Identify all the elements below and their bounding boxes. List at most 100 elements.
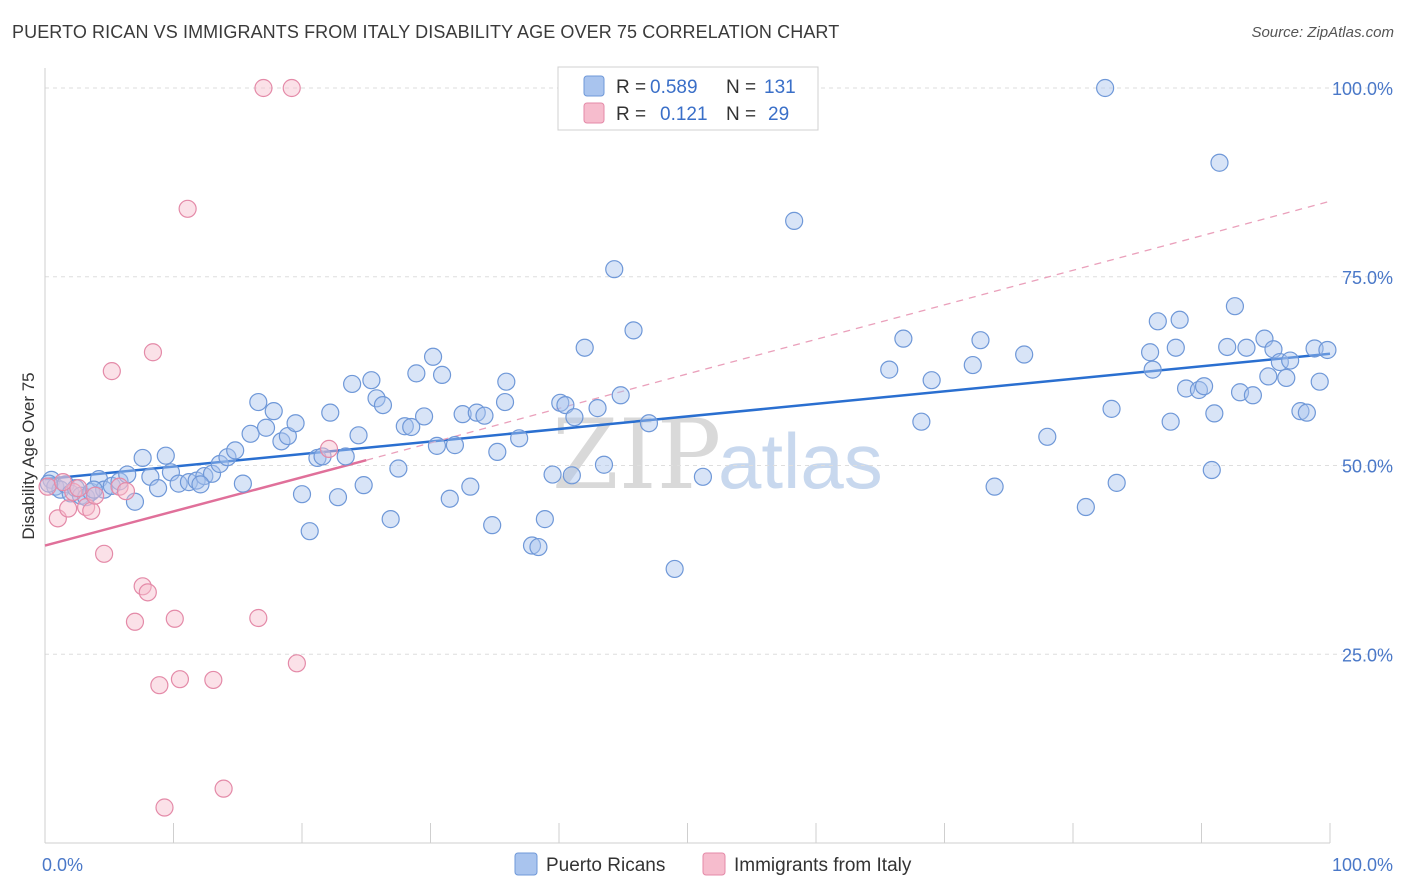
puerto-rican-point	[286, 414, 305, 433]
puerto-rican-point	[497, 372, 516, 391]
puerto-rican-point	[922, 371, 941, 390]
puerto-rican-point	[373, 396, 393, 415]
puerto-rican-point	[1148, 312, 1167, 331]
y-tick-label: 50.0%	[1342, 457, 1393, 477]
italy-trend-extension	[366, 200, 1331, 461]
puerto-rican-point	[1166, 338, 1185, 357]
puerto-rican-point	[343, 374, 362, 394]
puerto-rican-point	[1170, 310, 1189, 329]
italy-immigrant-point	[254, 78, 273, 98]
puerto-rican-point	[1205, 404, 1224, 423]
puerto-rican-point	[191, 475, 210, 494]
y-axis-label: Disability Age Over 75	[19, 372, 38, 539]
puerto-rican-point	[402, 417, 421, 437]
puerto-rican-point	[1297, 403, 1316, 422]
puerto-rican-point	[1210, 153, 1229, 172]
bottom-legend-swatch-immigrants-italy	[702, 852, 726, 876]
puerto-rican-point	[912, 412, 931, 431]
puerto-rican-point	[362, 371, 381, 390]
puerto-rican-point	[453, 405, 472, 424]
puerto-rican-point	[1237, 338, 1256, 357]
x-tick-label: 0.0%	[42, 855, 83, 875]
puerto-rican-point	[1202, 460, 1221, 480]
puerto-rican-point	[1161, 412, 1180, 431]
trend-lines	[44, 200, 1331, 547]
legend-r-label: R =	[616, 104, 646, 125]
italy-immigrant-point	[53, 473, 73, 492]
puerto-rican-point	[483, 516, 502, 535]
legend-r-value: 0.121	[660, 104, 708, 125]
puerto-rican-point	[440, 489, 459, 508]
italy-immigrant-point	[287, 654, 306, 673]
italy-immigrant-point	[59, 499, 78, 518]
puerto-rican-point	[510, 429, 529, 448]
puerto-rican-point	[336, 447, 355, 466]
puerto-rican-point	[1243, 386, 1263, 405]
legend-n-value: 131	[764, 77, 796, 98]
puerto-rican-point	[1015, 345, 1034, 364]
italy-immigrant-point	[150, 676, 169, 695]
puerto-rican-point	[624, 321, 643, 340]
puerto-rican-point	[556, 396, 575, 415]
puerto-rican-point	[389, 459, 408, 478]
puerto-rican-point	[328, 488, 348, 507]
puerto-rican-point	[529, 537, 548, 557]
italy-immigrant-point	[86, 486, 105, 505]
watermark-zip: ZIP	[552, 399, 721, 511]
legend-r-value: 0.589	[650, 77, 698, 98]
puerto-rican-point	[488, 442, 507, 462]
puerto-rican-point	[354, 476, 373, 495]
series-legend: Puerto Ricans Immigrants from Italy	[514, 852, 912, 876]
italy-immigrant-point	[178, 199, 197, 218]
correlation-legend: R = 0.589 N = 131 R = 0.121 N = 29	[557, 66, 819, 131]
italy-immigrant-point	[165, 609, 184, 628]
puerto-rican-point	[148, 479, 168, 498]
puerto-rican-point	[1102, 399, 1121, 418]
puerto-rican-point	[226, 441, 245, 460]
puerto-rican-point	[349, 426, 368, 445]
italy-immigrant-point	[82, 501, 101, 520]
puerto-rican-point	[249, 392, 268, 412]
puerto-rican-point	[110, 472, 129, 491]
puerto-rican-point	[894, 329, 913, 348]
x-tick-labels: 0.0% 100.0%	[42, 855, 1393, 875]
puerto-rican-point	[565, 408, 584, 427]
axes	[44, 68, 1331, 844]
puerto-rican-point	[575, 338, 594, 357]
puerto-rican-point	[427, 436, 447, 455]
puerto-rican-point	[381, 510, 400, 529]
puerto-rican-point	[1096, 78, 1115, 98]
puerto-rican-point	[321, 403, 340, 422]
puerto-rican-point	[543, 465, 562, 484]
puerto-rican-point	[562, 466, 581, 485]
puerto-rican-point	[665, 559, 684, 579]
puerto-rican-point	[133, 448, 152, 468]
puerto-rican-point	[210, 454, 229, 474]
watermark-atlas: atlas	[718, 417, 883, 505]
italy-immigrant-point	[249, 608, 268, 628]
puerto-rican-point	[39, 474, 58, 493]
puerto-rican-point	[202, 464, 222, 483]
puerto-rican-point	[594, 455, 614, 474]
puerto-rican-point	[407, 364, 426, 383]
legend-n-value: 29	[768, 104, 789, 125]
puerto-rican-point	[395, 417, 414, 436]
puerto-rican-point	[445, 436, 465, 455]
puerto-rican-point	[241, 424, 260, 443]
puerto-rican-point	[1143, 360, 1162, 379]
puerto-rican-point	[179, 473, 199, 492]
puerto-rican-point	[1076, 497, 1095, 517]
puerto-rican-point	[495, 392, 515, 412]
puerto-rican-point	[300, 522, 319, 541]
legend-n-label: N =	[726, 77, 756, 98]
bottom-legend-label: Immigrants from Italy	[734, 855, 912, 876]
italy-immigrant-point	[143, 343, 163, 362]
puerto-rican-point	[84, 480, 103, 499]
puerto-rican-point	[963, 355, 982, 375]
puerto-rican-point	[1318, 340, 1337, 360]
puerto-rican-point	[1038, 427, 1057, 446]
y-tick-label: 25.0%	[1342, 645, 1393, 665]
puerto-rican-point	[475, 406, 494, 425]
puerto-rican-point	[1218, 337, 1237, 357]
